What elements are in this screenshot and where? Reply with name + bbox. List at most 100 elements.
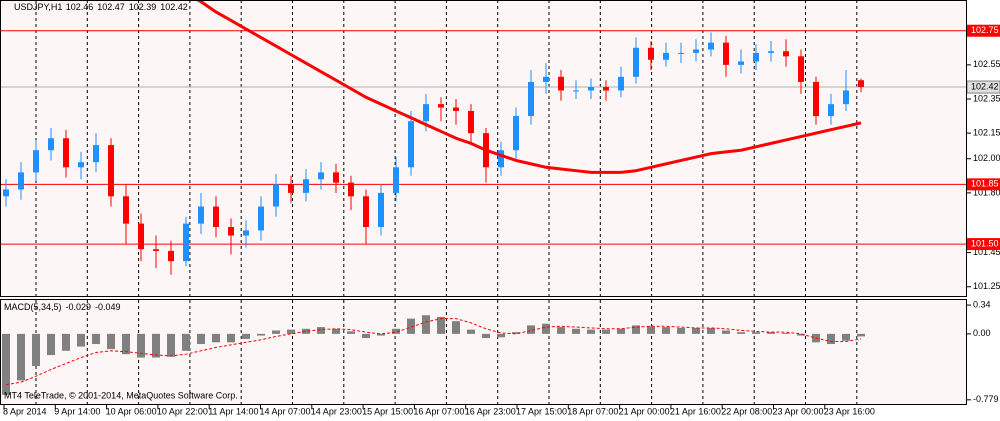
candle-body	[63, 138, 69, 168]
candle-body	[843, 90, 849, 105]
candle-body	[663, 52, 669, 60]
macd-bar	[857, 333, 865, 337]
candle-body	[618, 76, 624, 91]
x-tick-label: 21 Apr 00:00	[619, 406, 670, 416]
x-tick-label: 22 Apr 08:00	[721, 406, 772, 416]
macd-bar	[212, 333, 220, 343]
candle-body	[378, 192, 384, 228]
y-tick-label: 102.55	[973, 59, 1000, 69]
macd-bar	[317, 327, 325, 334]
candle-body	[168, 250, 174, 262]
macd-bar	[647, 326, 655, 334]
macd-bar	[332, 328, 340, 334]
candle-body	[243, 230, 249, 236]
candle-body	[633, 47, 639, 77]
candle-body	[78, 162, 84, 168]
macd-name: MACD(5,34,5)	[4, 302, 62, 312]
macd-bar	[827, 333, 835, 345]
macd-bar	[17, 333, 25, 381]
chart-title: USDJPY,H1 102.46 102.47 102.39 102.42	[14, 2, 188, 12]
macd-bar	[542, 323, 550, 334]
macd-bar	[197, 333, 205, 345]
candle-body	[153, 249, 159, 251]
ohlc-readout: 102.46 102.47 102.39 102.42	[66, 2, 188, 12]
macd-bar	[137, 333, 145, 358]
candle-body	[678, 52, 684, 54]
y-tick-label: 101.45	[973, 247, 1000, 257]
macd-bar	[617, 328, 625, 334]
candle-body	[303, 179, 309, 193]
macd-label: MACD(5,34,5) -0.029 -0.049	[4, 302, 121, 312]
macd-bar	[482, 333, 490, 339]
macd-bar	[257, 333, 265, 336]
macd-y-tick-label: 0.00	[973, 328, 991, 338]
x-tick-label: 9 Apr 14:00	[54, 406, 100, 416]
ohlc-value: 102.47	[97, 2, 125, 12]
candle-body	[183, 223, 189, 262]
candle-body	[393, 167, 399, 193]
y-tick-label: 102.00	[973, 153, 1000, 163]
candle-body	[603, 87, 609, 91]
macd-bar	[572, 328, 580, 334]
candle-body	[708, 42, 714, 50]
candle-body	[813, 81, 819, 117]
macd-bar	[377, 333, 385, 336]
candle-body	[783, 51, 789, 57]
macd-bar	[767, 332, 775, 334]
candle-body	[573, 90, 579, 92]
macd-bar	[227, 333, 235, 343]
candle-body	[198, 206, 204, 224]
x-tick-label: 10 Apr 06:00	[106, 406, 157, 416]
candle-body	[723, 42, 729, 65]
x-tick-label: 8 Apr 2014	[3, 406, 47, 416]
macd-bar	[632, 325, 640, 334]
macd-bar	[287, 329, 295, 334]
y-tick-label: 101.80	[973, 187, 1000, 197]
x-tick-label: 11 Apr 14:00	[208, 406, 258, 416]
candle-body	[828, 104, 834, 117]
candle-body	[108, 145, 114, 197]
macd-bar	[47, 333, 55, 356]
macd-bar	[347, 331, 355, 334]
macd-bar	[662, 327, 670, 334]
macd-frame	[0, 299, 967, 405]
ohlc-value: 102.46	[66, 2, 94, 12]
candle-body	[348, 182, 354, 197]
candle-body	[258, 206, 264, 231]
x-tick-label: 15 Apr 15:00	[362, 406, 413, 416]
macd-bar	[452, 321, 460, 334]
x-tick-label: 14 Apr 23:00	[311, 406, 362, 416]
candle-body	[438, 104, 444, 108]
level-label: 102.75	[971, 25, 999, 35]
macd-bar	[752, 332, 760, 334]
macd-readings: -0.029 -0.049	[66, 302, 121, 312]
candle-body	[33, 150, 39, 173]
macd-bar	[602, 329, 610, 334]
candle-body	[738, 61, 744, 65]
candle-body	[408, 121, 414, 168]
candle-body	[93, 145, 99, 163]
candle-body	[468, 110, 474, 134]
macd-y-tick-label: -0.779	[973, 394, 999, 404]
macd-bar	[362, 333, 370, 339]
macd-y-tick-label: 0.34	[973, 299, 991, 309]
x-tick-label: 16 Apr 23:00	[465, 406, 516, 416]
ohlc-value: 102.42	[160, 2, 188, 12]
macd-bar	[182, 333, 190, 351]
candle-body	[363, 196, 369, 228]
candle-body	[753, 52, 759, 62]
candle-body	[513, 116, 519, 151]
candle-body	[3, 189, 9, 197]
macd-bar	[392, 328, 400, 334]
candle-body	[123, 196, 129, 224]
candle-body	[693, 49, 699, 53]
macd-bar	[677, 327, 685, 334]
macd-bar	[302, 328, 310, 334]
level-tag	[967, 24, 1000, 37]
candle-body	[498, 150, 504, 168]
moving-average	[194, 0, 862, 174]
level-tag	[967, 238, 1000, 251]
candle-body	[453, 107, 459, 111]
main-frame	[0, 0, 967, 297]
level-label: 101.50	[971, 238, 999, 248]
